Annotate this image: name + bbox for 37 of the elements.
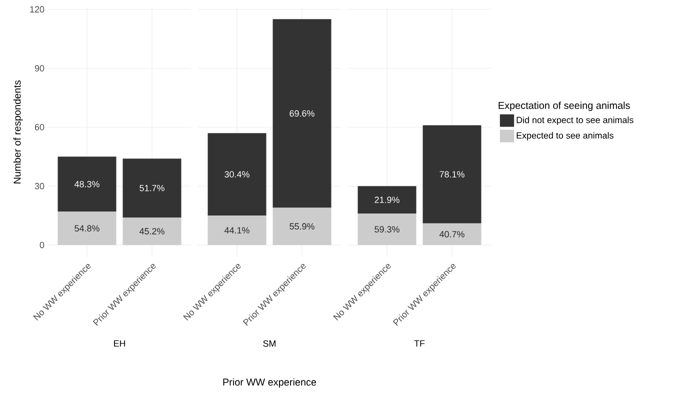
annotation: 54.8% (74, 225, 100, 232)
bar (272, 208, 332, 246)
x-axis-title: Prior WW experience (223, 378, 316, 388)
annotation: 48.3% (74, 180, 100, 188)
bar (272, 19, 332, 208)
legend-title: Expectation of seeing animals (498, 102, 630, 111)
legend-label: Expected to see animals (516, 132, 614, 140)
text: SM (263, 340, 276, 347)
bar (122, 218, 182, 246)
annotation: 51.7% (140, 184, 164, 192)
bar (208, 216, 266, 246)
annotation: 44.1% (224, 227, 250, 234)
annotation: 55.9% (290, 223, 314, 230)
bar (208, 133, 266, 216)
bar (422, 223, 482, 246)
y-tick-label: 0 (40, 242, 44, 248)
annotation: 69.6% (290, 110, 314, 117)
text: TF (414, 340, 425, 347)
y-tick-label: 60 (34, 124, 44, 130)
bar (358, 186, 416, 214)
bar (358, 214, 416, 246)
annotation: 40.7% (439, 231, 464, 238)
y-axis-title: Number of respondents (13, 80, 23, 184)
annotation: 21.9% (374, 196, 400, 204)
bar (122, 158, 182, 218)
bar (58, 212, 116, 246)
bar (422, 125, 482, 224)
y-tick-label: 120 (30, 6, 44, 13)
annotation: 30.4% (224, 171, 250, 178)
legend-label: Did not expect to see animals (516, 116, 634, 125)
y-tick-label: 30 (34, 182, 44, 190)
y-tick-label: 90 (34, 65, 44, 72)
text: EH (114, 340, 126, 347)
annotation: 59.3% (374, 226, 400, 232)
annotation: 78.1% (440, 171, 464, 178)
annotation: 45.2% (139, 228, 164, 234)
bar (58, 156, 116, 212)
